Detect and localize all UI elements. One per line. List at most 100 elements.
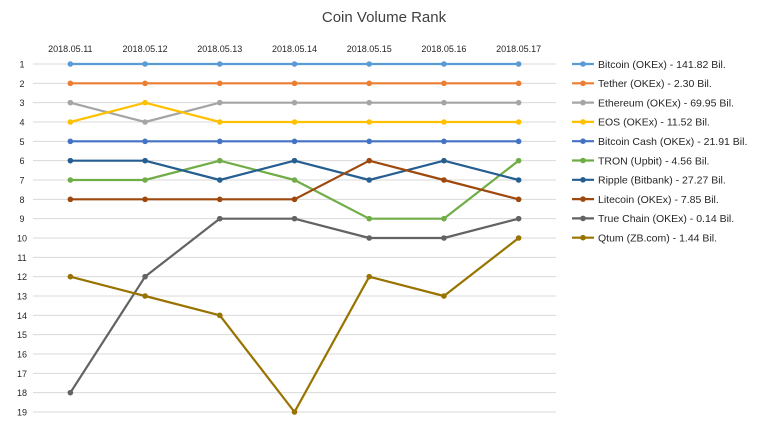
data-point — [216, 138, 223, 145]
data-point — [67, 157, 74, 164]
y-tick-label: 9 — [19, 214, 24, 224]
legend-label: Litecoin (OKEx) - 7.85 Bil. — [598, 194, 719, 206]
data-point — [216, 119, 223, 125]
legend-label: Bitcoin Cash (OKEx) - 21.91 Bil. — [598, 136, 747, 148]
data-point — [366, 99, 373, 106]
legend-label: Tether (OKEx) - 2.30 Bil. — [598, 78, 712, 90]
data-point — [67, 80, 74, 87]
data-point — [291, 196, 298, 203]
data-point — [515, 99, 522, 106]
legend-entry: Bitcoin (OKEx) - 141.82 Bil. — [572, 59, 726, 71]
y-tick-label: 19 — [17, 408, 27, 418]
series-0 — [67, 61, 522, 67]
legend-label: True Chain (OKEx) - 0.14 Bil. — [598, 213, 734, 225]
data-point — [291, 157, 298, 164]
data-point — [142, 273, 148, 280]
y-tick-label: 1 — [19, 60, 24, 70]
legend-entry: Qtum (ZB.com) - 1.44 Bil. — [572, 233, 717, 245]
y-tick-label: 10 — [17, 234, 27, 244]
data-point — [291, 80, 298, 87]
y-tick-label: 12 — [17, 272, 27, 282]
series-1 — [67, 80, 522, 87]
x-tick-label: 2018.05.11 — [48, 44, 92, 54]
y-tick-label: 14 — [17, 311, 27, 321]
y-tick-label: 7 — [19, 176, 24, 186]
x-tick-label: 2018.05.16 — [421, 44, 466, 54]
series-5 — [67, 157, 522, 222]
y-tick-label: 15 — [17, 330, 27, 340]
series-3 — [67, 99, 522, 125]
data-point — [515, 215, 522, 222]
legend-marker — [580, 157, 586, 164]
x-tick-label: 2018.05.17 — [496, 44, 541, 54]
data-point — [67, 61, 74, 67]
data-point — [142, 293, 148, 299]
data-point — [366, 80, 373, 87]
data-point — [216, 196, 223, 203]
x-tick-label: 2018.05.12 — [123, 44, 168, 54]
legend-label: EOS (OKEx) - 11.52 Bil. — [598, 117, 710, 129]
data-point — [67, 196, 74, 203]
legend-entry: Ripple (Bitbank) - 27.27 Bil. — [572, 175, 726, 187]
data-point — [142, 157, 148, 164]
series-9 — [67, 235, 522, 415]
data-point — [142, 177, 148, 183]
legend-marker — [580, 80, 586, 87]
data-point — [67, 273, 74, 280]
data-point — [515, 80, 522, 87]
legend-label: Bitcoin (OKEx) - 141.82 Bil. — [598, 59, 726, 71]
series-line — [70, 237, 520, 414]
data-point — [291, 119, 298, 125]
data-point — [291, 215, 298, 222]
legend-marker — [580, 99, 586, 106]
legend-entry: Bitcoin Cash (OKEx) - 21.91 Bil. — [572, 136, 747, 148]
legend-entry: Litecoin (OKEx) - 7.85 Bil. — [572, 194, 719, 206]
data-point — [216, 215, 223, 222]
series-line — [70, 159, 520, 220]
data-point — [67, 138, 74, 145]
data-point — [515, 119, 522, 125]
data-point — [142, 61, 148, 67]
legend-entry: TRON (Upbit) - 4.56 Bil. — [572, 155, 709, 167]
data-point — [441, 80, 447, 87]
data-point — [366, 235, 373, 241]
legend-marker — [580, 177, 586, 183]
series-7 — [67, 157, 522, 203]
data-point — [515, 157, 522, 164]
y-tick-label: 6 — [19, 156, 24, 166]
data-point — [515, 61, 522, 67]
data-point — [142, 119, 148, 125]
y-tick-label: 16 — [17, 350, 27, 360]
legend-marker — [580, 138, 586, 144]
data-point — [142, 138, 148, 145]
data-point — [216, 99, 223, 106]
data-point — [515, 138, 522, 145]
data-point — [291, 409, 298, 415]
x-tick-label: 2018.05.13 — [197, 44, 242, 54]
y-tick-label: 18 — [17, 388, 27, 398]
data-point — [67, 177, 74, 183]
series-6 — [67, 157, 522, 183]
data-point — [441, 99, 447, 106]
data-point — [441, 157, 447, 164]
data-point — [216, 80, 223, 87]
legend-entry: True Chain (OKEx) - 0.14 Bil. — [572, 213, 734, 225]
data-point — [441, 138, 447, 145]
chart-title: Coin Volume Rank — [322, 9, 447, 26]
legend-entry: Tether (OKEx) - 2.30 Bil. — [572, 78, 712, 90]
data-point — [216, 177, 223, 183]
data-point — [142, 99, 148, 106]
legend-marker — [580, 119, 586, 125]
y-tick-label: 3 — [19, 98, 24, 108]
legend-marker — [580, 196, 586, 202]
legend-marker — [580, 215, 586, 222]
data-point — [515, 177, 522, 183]
legend-label: Ripple (Bitbank) - 27.27 Bil. — [598, 175, 726, 187]
data-point — [291, 61, 298, 67]
y-tick-label: 8 — [19, 195, 24, 205]
data-point — [515, 235, 522, 241]
series-8 — [67, 215, 522, 396]
data-point — [67, 119, 74, 125]
legend-marker — [580, 234, 586, 241]
y-tick-label: 5 — [19, 137, 24, 147]
